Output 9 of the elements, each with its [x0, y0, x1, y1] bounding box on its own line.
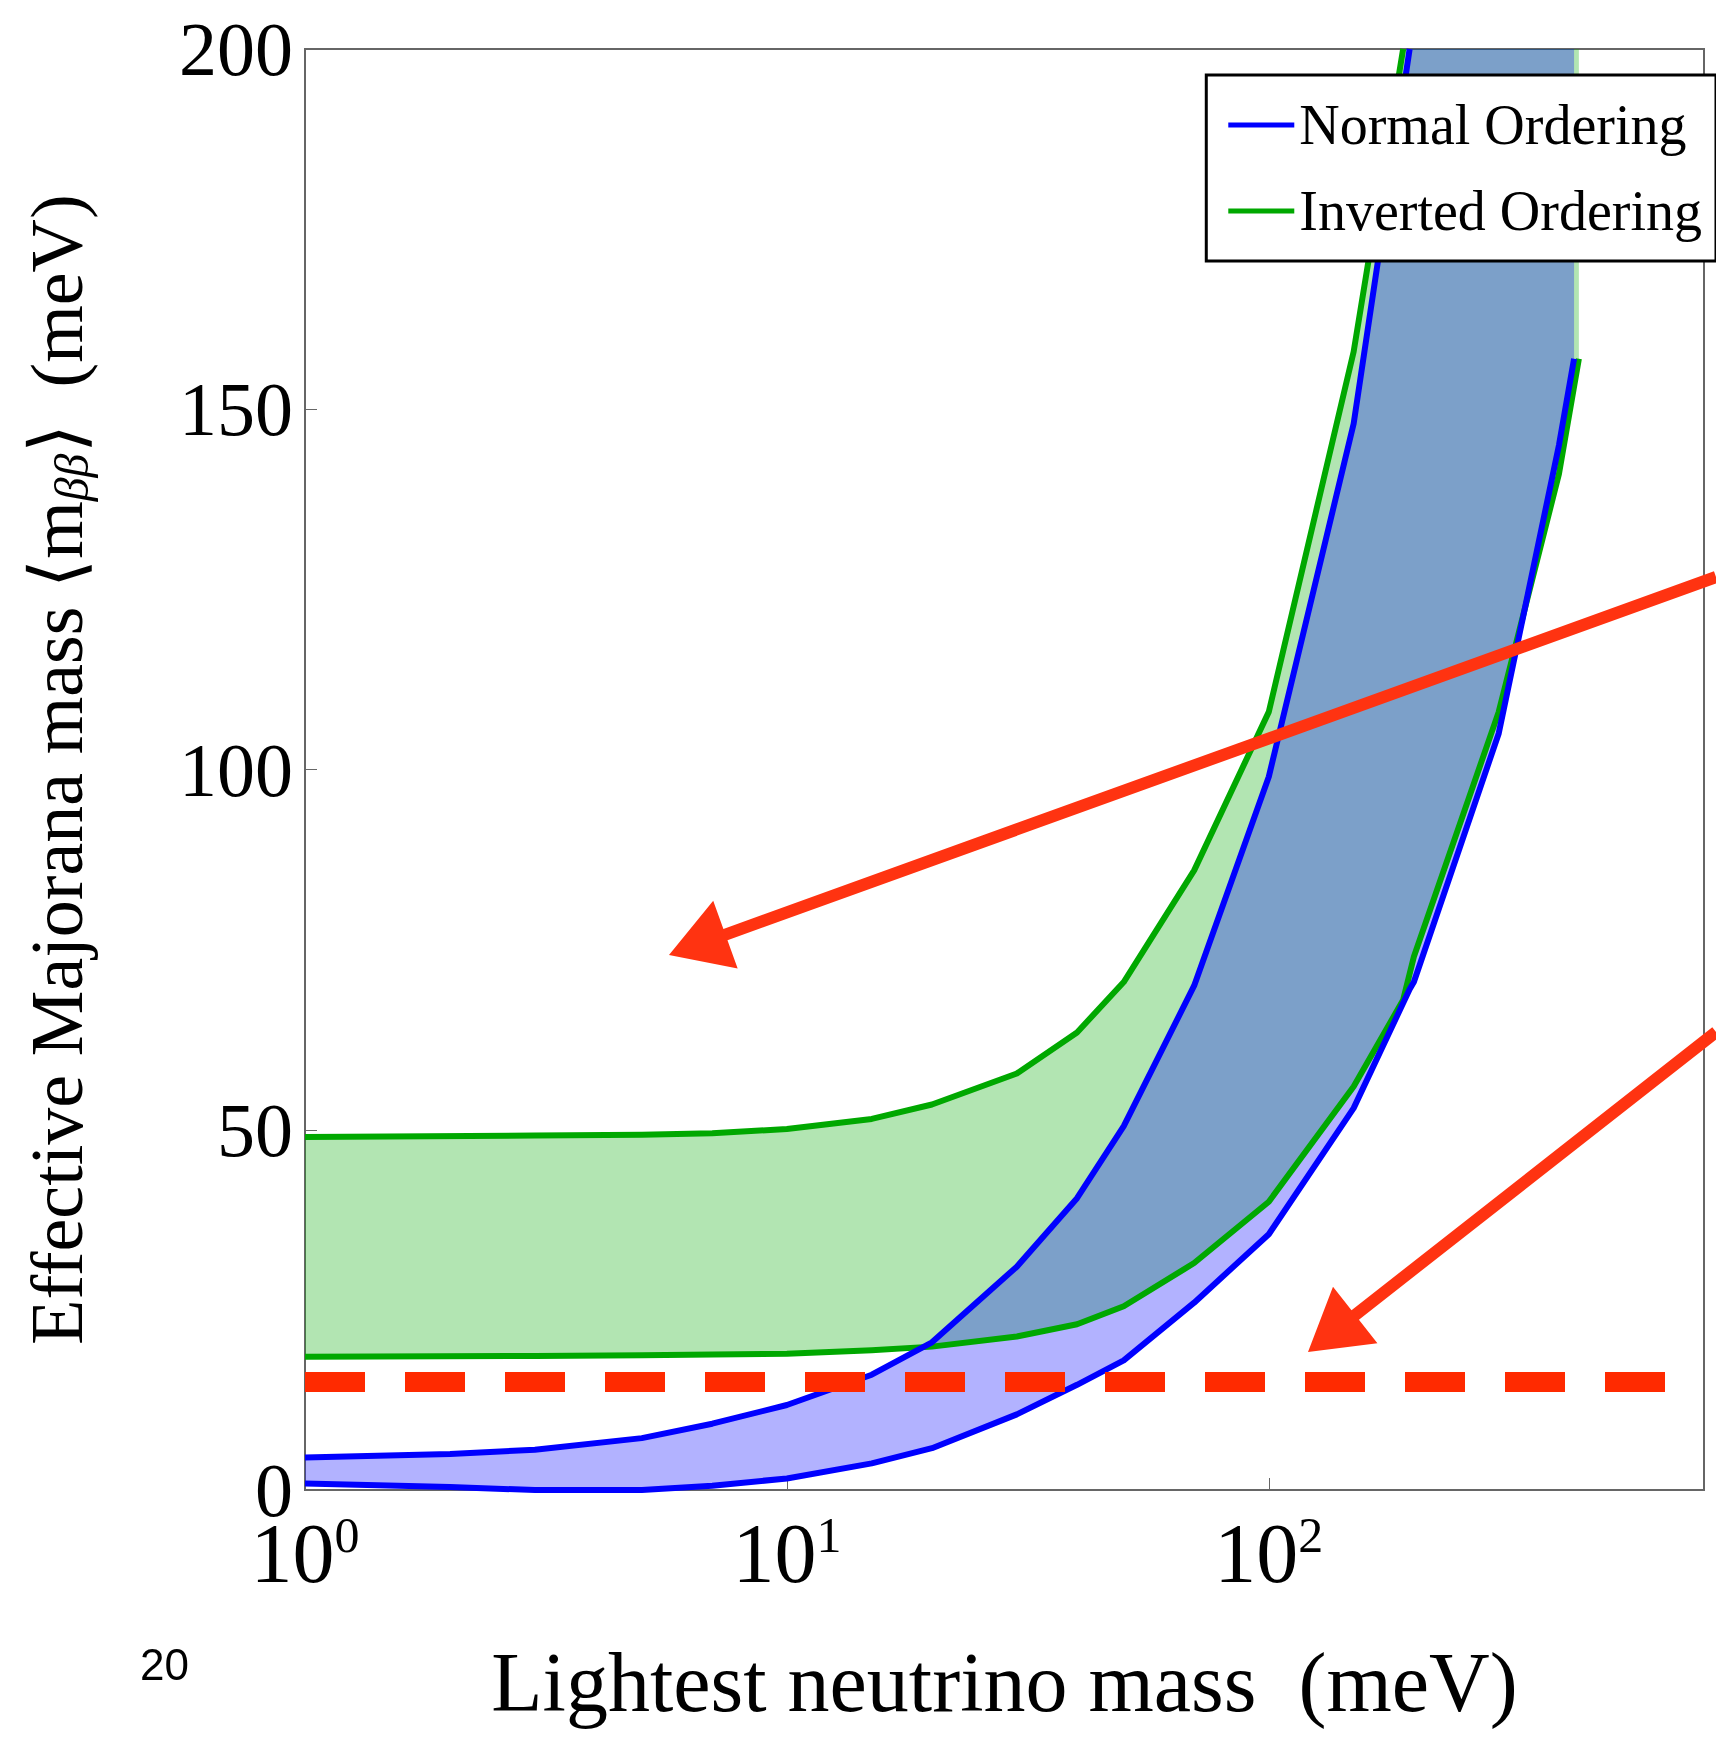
y-tick-label: 100	[179, 727, 293, 812]
y-tick-label: 50	[217, 1087, 293, 1172]
x-axis-title: Lightest neutrino mass (meV)	[491, 1635, 1518, 1730]
legend-label: Normal Ordering	[1299, 94, 1687, 156]
legend-label: Inverted Ordering	[1299, 180, 1702, 242]
y-tick-label: 200	[179, 7, 293, 91]
text: 20	[140, 1640, 189, 1690]
y-tick-label: 150	[179, 367, 293, 452]
y-axis-title: Effective Majorana mass ⟨mββ⟩ (meV)	[16, 194, 98, 1345]
